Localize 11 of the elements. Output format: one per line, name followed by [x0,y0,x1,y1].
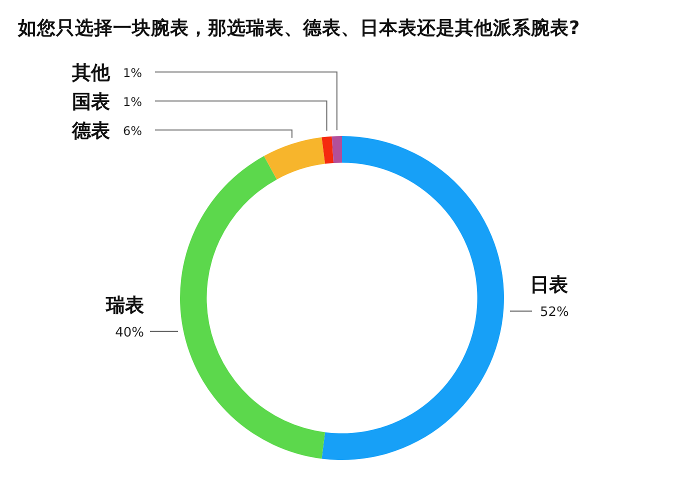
chart-title: 如您只选择一块腕表，那选瑞表、德表、日本表还是其他派系腕表? [17,17,580,39]
data-label: 52% [540,305,569,320]
data-label: 40% [115,325,144,340]
slice-label: 日表 [530,274,569,296]
slice-label: 德表 [71,120,111,142]
slice-label: 其他 [71,62,111,84]
data-label: 6% [123,124,142,138]
data-label: 1% [123,66,142,80]
data-label: 1% [123,95,142,109]
slice-label: 瑞表 [105,294,145,316]
slice-label: 国表 [72,91,111,113]
